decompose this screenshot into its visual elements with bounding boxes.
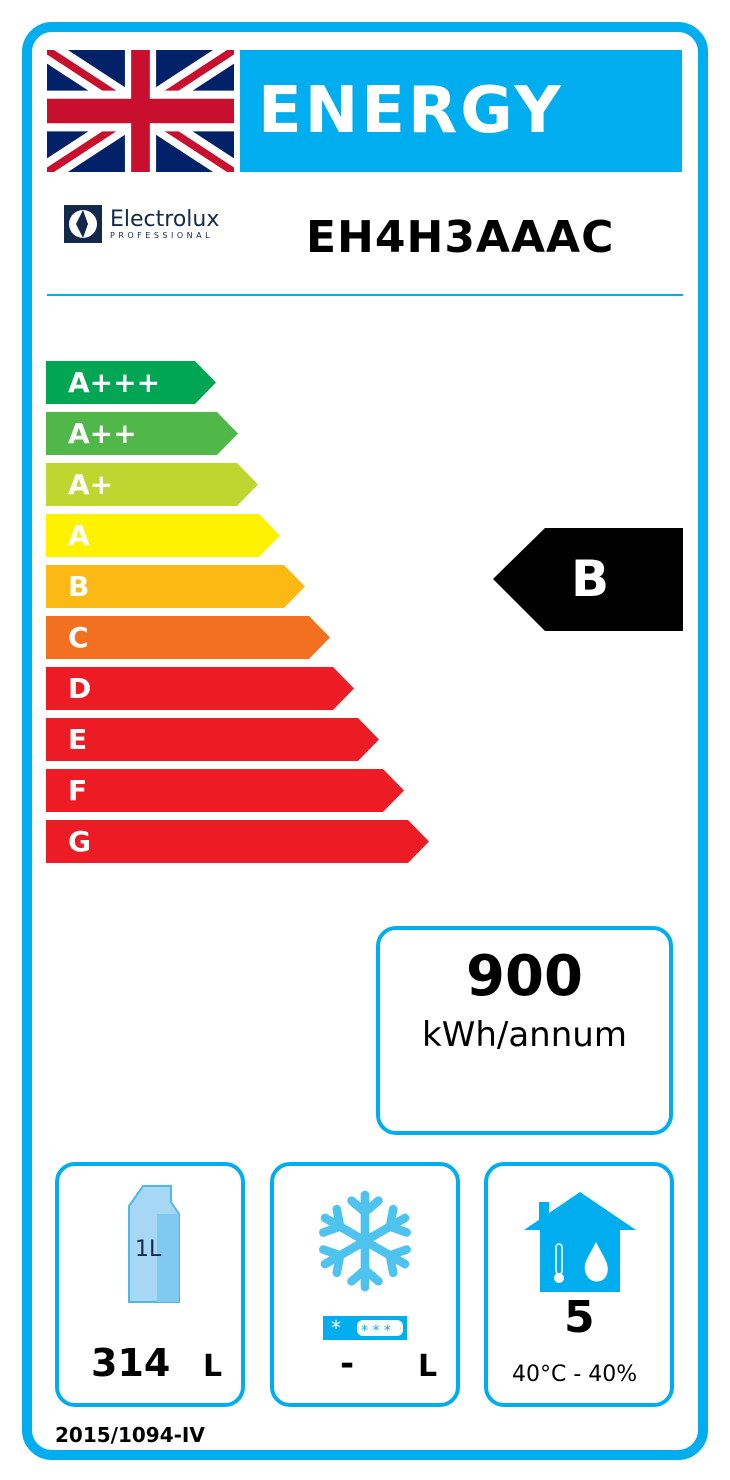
scale-bar-aplus: A+: [46, 463, 258, 506]
fresh-volume-box: 1L 314 L: [55, 1162, 245, 1407]
rating-arrow: B: [493, 528, 683, 631]
consumption-value: 900: [466, 944, 583, 1009]
scale-bar-label: F: [68, 774, 88, 807]
scale-bar-g: G: [46, 820, 429, 863]
svg-text:*: *: [331, 1316, 341, 1340]
scale-bar-label: B: [68, 570, 90, 603]
consumption-unit: kWh/annum: [422, 1015, 627, 1055]
scale-bar-e: E: [46, 718, 379, 761]
scale-bar-aplusplus: A++: [46, 412, 238, 455]
model-number: EH4H3AAAC: [306, 212, 615, 263]
snowflake-icon: [317, 1190, 413, 1294]
climate-class-value: 5: [564, 1292, 595, 1343]
three-star-freezer-icon: * * * *: [323, 1316, 407, 1340]
frozen-volume-value: -: [340, 1344, 355, 1384]
scale-bar-label: E: [68, 723, 88, 756]
scale-bar-label: G: [68, 825, 91, 858]
rating-letter: B: [571, 550, 610, 608]
scale-bar-c: C: [46, 616, 330, 659]
scale-bar-label: A++: [68, 417, 137, 450]
milk-carton-icon: 1L: [128, 1185, 180, 1303]
svg-text:* * *: * * *: [361, 1323, 391, 1339]
frozen-volume-box: * * * * - L: [270, 1162, 460, 1407]
fresh-volume-unit: L: [203, 1349, 223, 1384]
scale-bar-aplusplusplus: A+++: [46, 361, 216, 404]
house-climate-icon: [524, 1192, 636, 1292]
energy-title: ENERGY: [240, 50, 682, 172]
scale-bar-a: A: [46, 514, 280, 557]
label-border: [22, 22, 708, 1460]
scale-bar-label: A+: [68, 468, 114, 501]
scale-bar-f: F: [46, 769, 404, 812]
climate-conditions: 40°C - 40%: [512, 1362, 638, 1387]
scale-bar-label: D: [68, 672, 92, 705]
fresh-volume-value: 314: [91, 1341, 171, 1385]
brand-sub: PROFESSIONAL: [110, 230, 214, 240]
scale-bar-label: A+++: [68, 366, 161, 399]
consumption-box: 900 kWh/annum: [376, 926, 673, 1135]
scale-bar-label: A: [68, 519, 90, 552]
divider: [47, 294, 683, 296]
brand-logo: Electrolux PROFESSIONAL: [64, 205, 219, 243]
scale-bar-d: D: [46, 667, 354, 710]
carton-text: 1L: [135, 1237, 162, 1262]
scale-bar-label: C: [68, 621, 89, 654]
union-jack-icon: [47, 50, 234, 172]
brand-name: Electrolux: [110, 206, 220, 232]
climate-class-box: 5 40°C - 40%: [484, 1162, 674, 1407]
electrolux-logo-icon: [64, 205, 102, 243]
scale-bar-b: B: [46, 565, 305, 608]
frozen-volume-unit: L: [418, 1349, 438, 1384]
regulation-number: 2015/1094-IV: [55, 1423, 205, 1447]
